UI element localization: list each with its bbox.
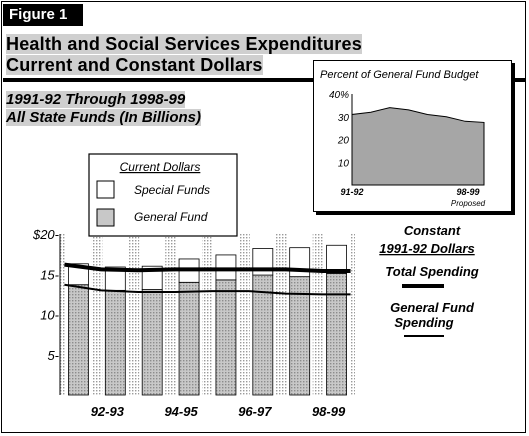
bar-general-fund (326, 273, 347, 396)
current-dollars-legend: Current Dollars Special Funds General Fu… (88, 153, 238, 237)
constant-title-line2: 1991-92 Dollars (379, 241, 474, 256)
inset-y-tick-label: 40% (329, 90, 349, 101)
subtitle-line1: 1991-92 Through 1998-99 (6, 91, 186, 108)
x-tick-label: 92-93 (91, 404, 125, 419)
legend-title: Current Dollars (120, 160, 201, 174)
x-tick-label: 98-99 (312, 404, 346, 419)
axes-group: 5- 10- 15- $20- 92-93 94-95 96-97 98-99 (32, 227, 346, 419)
title-rule (3, 78, 525, 82)
bar-special-funds (141, 265, 163, 290)
inset-y-tick-label: 20 (337, 136, 350, 147)
bar-general-fund (68, 284, 89, 396)
inset-x-start-label: 91-92 (340, 187, 363, 197)
bars-group (65, 234, 350, 396)
figure-label: Figure 1 (3, 4, 83, 26)
inset-y-tick-label: 30 (338, 113, 350, 124)
x-tick-label: 96-97 (238, 404, 272, 419)
gf-spending-label-line2: Spending (394, 315, 453, 330)
gf-spending-label-line1: General Fund (390, 300, 475, 315)
legend-label-special: Special Funds (134, 183, 210, 197)
inset-x-end-label: 98-99 (456, 187, 479, 197)
inset-area-chart: Percent of General Fund Budget 10 20 30 40%… (320, 69, 486, 208)
bar-general-fund (141, 289, 163, 396)
y-tick-label: $20- (32, 227, 60, 242)
bar-special-funds (326, 244, 347, 274)
inset-title: Percent of General Fund Budget (320, 69, 479, 81)
bar-general-fund (178, 281, 200, 396)
line-total-spending (64, 262, 351, 274)
inset-chart-panel: Percent of General Fund Budget 10 20 30 40%… (313, 60, 512, 212)
legend-swatch-special (96, 180, 115, 199)
inset-x-end-sublabel: Proposed (451, 199, 486, 208)
line-general-fund-spending (64, 283, 351, 296)
bar-general-fund (215, 279, 237, 396)
constant-lines-group (64, 262, 351, 296)
figure-title-line1: Health and Social Services Expenditures (6, 34, 362, 54)
x-tick-label: 94-95 (164, 404, 198, 419)
inset-y-tick-label: 10 (338, 158, 350, 169)
y-tick-label: 10- (40, 308, 59, 323)
bar-general-fund (104, 289, 126, 396)
y-tick-label: 15- (40, 267, 59, 282)
constant-dollars-legend: Constant 1991-92 Dollars Total Spending … (379, 223, 479, 337)
legend-swatch-general (96, 208, 115, 227)
total-spending-label: Total Spending (385, 264, 478, 279)
legend-label-general: General Fund (134, 210, 208, 224)
inset-plot: 10 20 30 40% (329, 90, 485, 186)
inset-area (351, 107, 485, 186)
figure-title-line2: Current and Constant Dollars (6, 55, 263, 75)
subtitle-line2: All State Funds (In Billions) (6, 109, 201, 126)
y-tick-label: 5- (47, 348, 59, 363)
bar-special-funds (215, 254, 237, 281)
constant-title-line1: Constant (404, 223, 461, 238)
